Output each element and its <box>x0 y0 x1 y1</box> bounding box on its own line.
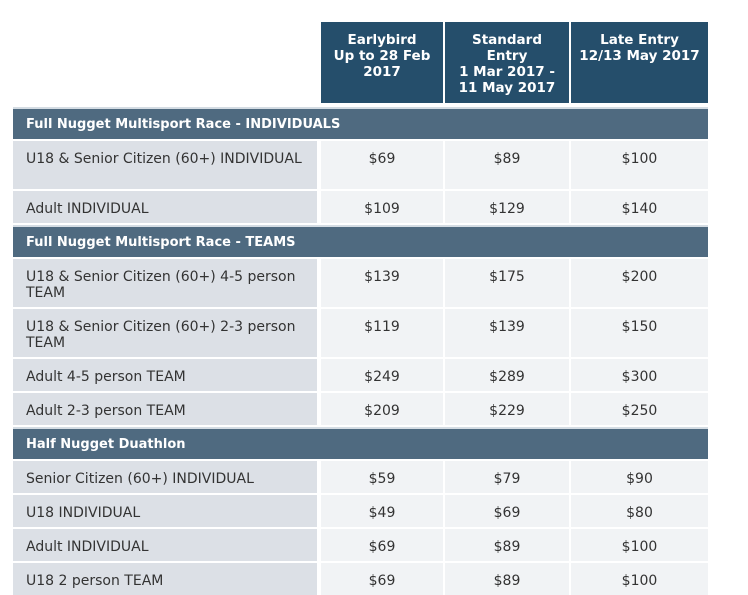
price-earlybird: $249 <box>321 359 443 391</box>
table-row: Adult INDIVIDUAL $69 $89 $100 <box>13 529 708 561</box>
price-late-entry: $200 <box>571 259 708 307</box>
price-earlybird: $69 <box>321 141 443 189</box>
row-label: U18 2 person TEAM <box>13 563 317 595</box>
price-late-entry: $250 <box>571 393 708 425</box>
price-late-entry: $100 <box>571 563 708 595</box>
table-row: Adult 2-3 person TEAM $209 $229 $250 <box>13 393 708 425</box>
table-row: Adult INDIVIDUAL $109 $129 $140 <box>13 191 708 223</box>
table-row: U18 & Senior Citizen (60+) 2-3 person TE… <box>13 309 708 357</box>
price-earlybird: $139 <box>321 259 443 307</box>
table-row: U18 2 person TEAM $69 $89 $100 <box>13 563 708 595</box>
price-earlybird: $109 <box>321 191 443 223</box>
header-earlybird: Earlybird Up to 28 Feb 2017 <box>321 22 443 105</box>
row-label: U18 & Senior Citizen (60+) 2-3 person TE… <box>13 309 317 357</box>
price-late-entry: $80 <box>571 495 708 527</box>
header-late-entry: Late Entry 12/13 May 2017 <box>571 22 708 105</box>
table-row: U18 & Senior Citizen (60+) 4-5 person TE… <box>13 259 708 307</box>
section-title: Full Nugget Multisport Race - TEAMS <box>13 225 708 257</box>
price-standard: $129 <box>445 191 569 223</box>
header-standard: Standard Entry 1 Mar 2017 - 11 May 2017 <box>445 22 569 105</box>
price-standard: $229 <box>445 393 569 425</box>
price-earlybird: $69 <box>321 529 443 561</box>
row-label: Adult INDIVIDUAL <box>13 191 317 223</box>
row-label: U18 & Senior Citizen (60+) 4-5 person TE… <box>13 259 317 307</box>
price-earlybird: $49 <box>321 495 443 527</box>
section-title: Half Nugget Duathlon <box>13 427 708 459</box>
price-standard: $79 <box>445 461 569 493</box>
price-standard: $175 <box>445 259 569 307</box>
section-title: Full Nugget Multisport Race - INDIVIDUAL… <box>13 107 708 139</box>
price-late-entry: $300 <box>571 359 708 391</box>
table-row: U18 & Senior Citizen (60+) INDIVIDUAL $6… <box>13 141 708 189</box>
price-late-entry: $150 <box>571 309 708 357</box>
price-earlybird: $209 <box>321 393 443 425</box>
header-blank-cell <box>13 22 319 105</box>
price-earlybird: $119 <box>321 309 443 357</box>
price-standard: $89 <box>445 563 569 595</box>
price-standard: $89 <box>445 141 569 189</box>
row-label: Adult INDIVIDUAL <box>13 529 317 561</box>
price-standard: $139 <box>445 309 569 357</box>
price-standard: $289 <box>445 359 569 391</box>
row-label: Adult 4-5 person TEAM <box>13 359 317 391</box>
price-standard: $89 <box>445 529 569 561</box>
row-label: U18 INDIVIDUAL <box>13 495 317 527</box>
table-header-row: Earlybird Up to 28 Feb 2017 Standard Ent… <box>13 22 708 105</box>
price-late-entry: $100 <box>571 529 708 561</box>
price-late-entry: $90 <box>571 461 708 493</box>
row-label: Senior Citizen (60+) INDIVIDUAL <box>13 461 317 493</box>
table-row: U18 INDIVIDUAL $49 $69 $80 <box>13 495 708 527</box>
row-label: Adult 2-3 person TEAM <box>13 393 317 425</box>
price-late-entry: $100 <box>571 141 708 189</box>
price-standard: $69 <box>445 495 569 527</box>
table-row: Senior Citizen (60+) INDIVIDUAL $59 $79 … <box>13 461 708 493</box>
price-table: Earlybird Up to 28 Feb 2017 Standard Ent… <box>13 22 708 595</box>
row-label: U18 & Senior Citizen (60+) INDIVIDUAL <box>13 141 317 189</box>
price-earlybird: $59 <box>321 461 443 493</box>
price-earlybird: $69 <box>321 563 443 595</box>
price-late-entry: $140 <box>571 191 708 223</box>
table-row: Adult 4-5 person TEAM $249 $289 $300 <box>13 359 708 391</box>
